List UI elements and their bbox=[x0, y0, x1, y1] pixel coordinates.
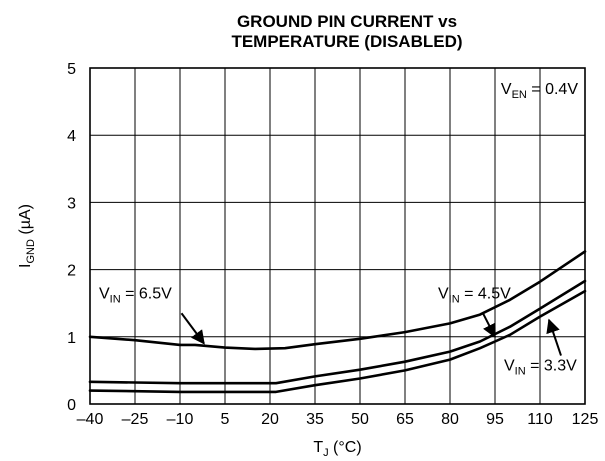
tick-labels: –40 –25 –10 5 20 35 50 65 80 95 110 125 0 1 2 3 4 5 bbox=[67, 61, 598, 428]
chart-title-line-2: TEMPERATURE (DISABLED) bbox=[231, 32, 462, 51]
y-axis-label: IGND (µA) bbox=[17, 204, 37, 268]
series-label-2: VIN = 4.5V bbox=[438, 285, 511, 305]
condition-label: VEN = 0.4V bbox=[501, 81, 578, 101]
x-axis-label-sub: J bbox=[323, 447, 329, 459]
y-tick-label: 4 bbox=[67, 128, 76, 145]
y-tick-label: 2 bbox=[67, 263, 76, 280]
annotations: VIN = 6.5V VIN = 4.5V VIN = 3.3V VEN = 0.4V bbox=[99, 81, 578, 377]
series-pointer-arrow-1 bbox=[180, 312, 205, 345]
x-axis-label-unit: (°C) bbox=[329, 439, 362, 456]
y-tick-label: 3 bbox=[67, 195, 76, 212]
y-tick-label: 5 bbox=[67, 61, 76, 78]
series-pointer-arrow-2 bbox=[482, 312, 496, 339]
x-tick-label: –10 bbox=[167, 411, 194, 428]
series-line-1 bbox=[88, 250, 587, 351]
series-line-2 bbox=[88, 279, 587, 385]
y-axis-label-main: I bbox=[17, 264, 34, 268]
chart-title-line-1: GROUND PIN CURRENT vs bbox=[237, 12, 457, 31]
x-tick-label: –40 bbox=[77, 411, 104, 428]
y-tick-label: 0 bbox=[67, 397, 76, 414]
x-tick-label: 5 bbox=[221, 411, 230, 428]
y-axis-label-unit: (µA) bbox=[17, 204, 34, 239]
x-tick-label: 125 bbox=[572, 411, 599, 428]
series-line-3 bbox=[88, 289, 587, 394]
grid-lines bbox=[90, 68, 585, 404]
x-tick-label: 50 bbox=[351, 411, 369, 428]
series-label-3: VIN = 3.3V bbox=[504, 357, 577, 377]
x-tick-label: 35 bbox=[306, 411, 324, 428]
series-lines bbox=[88, 250, 587, 394]
x-axis-label-main: T bbox=[313, 439, 323, 456]
x-tick-label: –25 bbox=[122, 411, 149, 428]
x-tick-label: 65 bbox=[396, 411, 414, 428]
plot-frame bbox=[89, 67, 586, 405]
x-axis-label: TJ (°C) bbox=[313, 439, 361, 459]
x-tick-label: 110 bbox=[527, 411, 553, 428]
y-tick-label: 1 bbox=[67, 330, 76, 347]
y-axis-label-sub: GND bbox=[25, 239, 37, 264]
x-tick-label: 20 bbox=[261, 411, 279, 428]
x-tick-label: 80 bbox=[441, 411, 459, 428]
series-label-1: VIN = 6.5V bbox=[99, 285, 172, 305]
x-tick-label: 95 bbox=[486, 411, 504, 428]
series-pointer-arrow-3 bbox=[546, 318, 562, 356]
